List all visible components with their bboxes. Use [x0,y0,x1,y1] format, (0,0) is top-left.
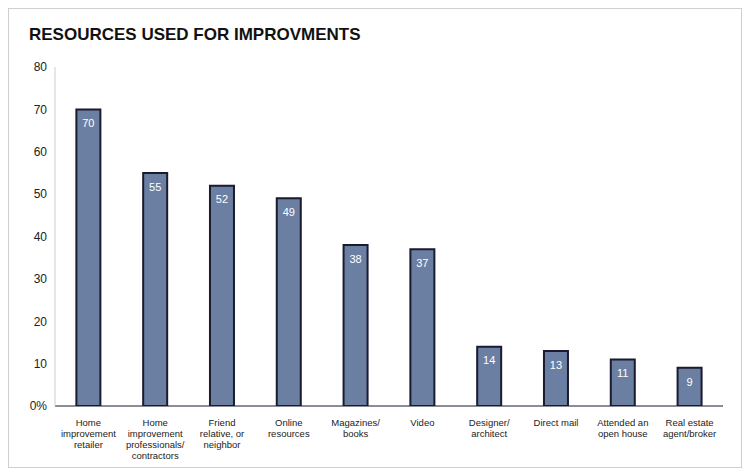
svg-text:0%: 0% [30,399,48,413]
svg-text:55: 55 [149,181,161,193]
svg-text:13: 13 [550,359,562,371]
svg-text:11: 11 [617,367,628,379]
svg-text:60: 60 [34,145,48,159]
svg-text:30: 30 [34,272,48,286]
svg-text:Homeimprovementprofessionals/c: Homeimprovementprofessionals/contractors [126,417,185,461]
svg-text:Magazines/books: Magazines/books [331,417,380,439]
svg-text:80: 80 [34,60,48,74]
svg-text:Designer/architect: Designer/architect [469,417,510,439]
svg-text:Direct mail: Direct mail [534,417,579,428]
svg-text:49: 49 [283,206,295,218]
svg-text:20: 20 [34,315,48,329]
svg-text:14: 14 [483,354,495,366]
svg-text:Video: Video [410,417,434,428]
svg-text:50: 50 [34,187,48,201]
html-text:RESOURCES USED FOR IMPROVMENTS: RESOURCES USED FOR IMPROVMENTS [29,25,361,44]
svg-text:9: 9 [687,376,693,388]
svg-text:70: 70 [82,117,94,129]
svg-text:70: 70 [34,103,48,117]
svg-text:Attended anopen house: Attended anopen house [597,417,648,439]
svg-text:52: 52 [216,193,228,205]
svg-text:Homeimprovementretailer: Homeimprovementretailer [61,417,116,450]
svg-text:10: 10 [34,357,48,371]
svg-text:Friendrelative, orneighbor: Friendrelative, orneighbor [200,417,244,450]
svg-text:Real estateagent/broker: Real estateagent/broker [663,417,716,439]
svg-text:38: 38 [349,253,361,265]
svg-text:Onlineresources: Onlineresources [268,417,310,439]
svg-text:40: 40 [34,230,48,244]
svg-text:37: 37 [416,257,428,269]
